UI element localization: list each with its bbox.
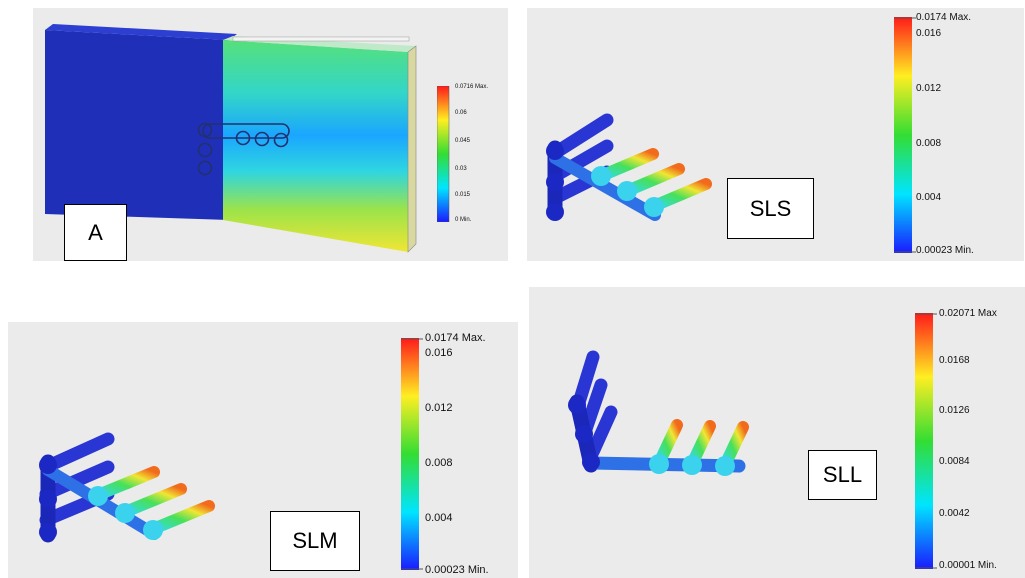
panel-slm: 0.0174 Max. 0.016 0.012 0.008 0.004 0.00… <box>8 322 518 578</box>
plate-edge <box>232 36 410 42</box>
legend-min: 0.00023 Min. <box>916 245 974 256</box>
legend-tick: 0.0042 <box>939 508 970 519</box>
legend-bar <box>894 17 916 253</box>
legend-bar <box>401 338 423 570</box>
legend-tick: 0.012 <box>425 402 453 414</box>
nuts <box>546 142 664 221</box>
legend-bar <box>915 313 937 569</box>
legend-tick: 0.045 <box>455 138 471 144</box>
panel-sls: 0.0174 Max. 0.016 0.012 0.008 0.004 0.00… <box>527 8 1024 261</box>
legend-tick: 0.03 <box>455 166 467 172</box>
legend-max: 0.0174 Max. <box>425 332 486 344</box>
label-slm: SLM <box>270 511 360 571</box>
model-sll-drawing <box>568 350 749 476</box>
legend-max: 0.02071 Max <box>939 308 997 319</box>
nuts <box>568 396 735 476</box>
legend-max: 0.0174 Max. <box>916 12 972 23</box>
hole <box>254 131 270 147</box>
hole <box>197 160 213 176</box>
blue-block-front <box>45 30 229 220</box>
hole <box>235 130 251 146</box>
pin <box>119 483 187 518</box>
bar-outline <box>202 123 290 139</box>
pin <box>147 500 215 535</box>
nuts <box>39 456 163 541</box>
label-sls: SLS <box>727 178 814 239</box>
screw-holes <box>197 122 290 176</box>
legend-tick: 0.0168 <box>939 355 970 366</box>
hole <box>197 122 213 138</box>
model-a-drawing <box>45 24 417 253</box>
hole <box>273 132 289 148</box>
label-sll: SLL <box>808 450 877 500</box>
label-a: A <box>64 204 127 261</box>
plate-front <box>223 40 408 252</box>
legend-min: 0 Min. <box>455 217 472 223</box>
legend-tick: 0.008 <box>425 457 453 469</box>
legend-tick: 0.004 <box>916 192 942 203</box>
legend-tick: 0.0084 <box>939 456 970 467</box>
model-sls-drawing <box>546 113 712 221</box>
legend-tick: 0.016 <box>916 28 942 39</box>
legend-tick: 0.008 <box>916 138 942 149</box>
rod <box>548 113 614 160</box>
legend-max: 0.0716 Max. <box>455 84 489 90</box>
legend-min: 0.00001 Min. <box>939 560 997 571</box>
hole <box>197 142 213 158</box>
pin <box>92 466 160 501</box>
panel-a: 0.0716 Max. 0.06 0.045 0.03 0.015 0 Min.… <box>33 8 508 261</box>
legend-tick: 0.0126 <box>939 405 970 416</box>
rod <box>586 405 618 459</box>
legend-tick: 0.015 <box>455 192 471 198</box>
legend-bar <box>437 86 450 222</box>
model-slm-drawing <box>39 432 215 543</box>
rod <box>548 139 614 183</box>
legend-min: 0.00023 Min. <box>425 564 489 576</box>
blue-block-top <box>45 24 237 40</box>
plate-side <box>407 45 417 253</box>
legend-tick: 0.012 <box>916 83 942 94</box>
legend-tick: 0.06 <box>455 110 467 116</box>
legend-tick: 0.016 <box>425 347 453 359</box>
horizontal-bar <box>549 152 661 221</box>
legend-tick: 0.004 <box>425 512 453 524</box>
panel-sll: 0.02071 Max 0.0168 0.0126 0.0084 0.0042 … <box>529 287 1025 578</box>
rod <box>39 460 115 501</box>
